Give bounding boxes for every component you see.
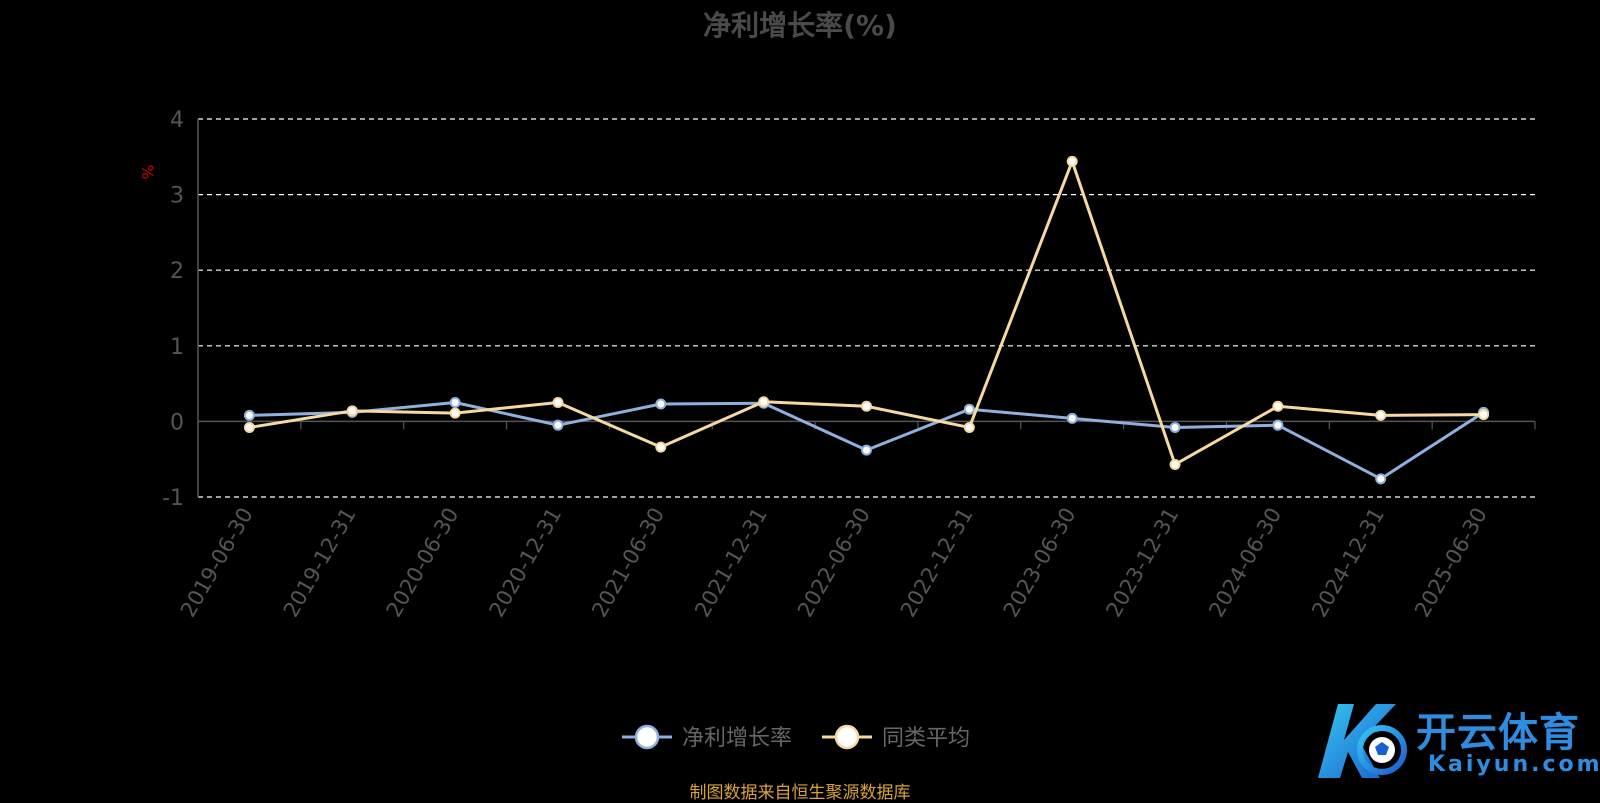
data-point [861,400,872,412]
x-tick-label: 2022-06-30 [793,504,875,622]
x-tick-label: 2023-06-30 [999,504,1081,622]
legend-item-1[interactable]: 净利增长率 [622,724,792,751]
brand-name-cn: 开云体育 [1416,710,1580,756]
data-point [243,409,255,421]
data-point [963,421,975,433]
x-tick-label: 2020-06-30 [382,504,464,622]
data-point [1478,409,1490,421]
y-axis-unit-label: % [138,164,157,179]
chart-title: 净利增长率(%) [703,9,897,42]
data-point [655,398,667,410]
series-layer [243,155,1490,485]
y-tick-label: 0 [170,410,184,435]
data-point [1375,409,1387,421]
grid-layer [198,118,1535,498]
legend-marker [634,724,660,750]
brand-logo-icon [1318,704,1407,778]
legend-label: 同类平均 [882,726,970,751]
data-point [552,419,564,431]
legend[interactable]: 净利增长率 同类平均 [622,724,970,751]
brand-watermark: 开云体育 Kaiyun.com [1310,696,1600,792]
data-point [655,441,667,453]
x-tick-label: 2019-06-30 [176,504,258,622]
x-tick-label: 2024-12-31 [1307,504,1389,622]
x-tick-label: 2019-12-31 [279,504,361,622]
x-tick-label: 2023-12-31 [1102,504,1184,622]
data-point [861,444,872,456]
data-point [1169,458,1181,470]
data-point [758,396,770,408]
data-point [1272,400,1284,412]
data-point [449,397,461,408]
x-tick-label: 2021-06-30 [587,504,669,622]
x-tick-label: 2020-12-31 [484,504,566,622]
brand-name-en: Kaiyun.com [1428,752,1600,777]
data-point [1169,421,1181,433]
data-point [1272,419,1284,431]
data-point [449,407,461,419]
data-point [243,421,255,433]
x-tick-label: 2025-06-30 [1410,504,1492,622]
legend-marker [834,724,860,750]
x-tick-label: 2021-12-31 [690,504,772,622]
series-line-2 [249,159,1484,466]
data-point [1066,155,1078,167]
source-note: 制图数据来自恒生聚源数据库 [689,783,911,803]
y-tick-label: 4 [170,108,184,133]
legend-item-2[interactable]: 同类平均 [822,724,970,751]
data-point [552,397,564,408]
y-tick-label: 1 [170,335,184,360]
x-tick-label: 2022-12-31 [896,504,978,622]
legend-label: 净利增长率 [682,726,792,751]
x-tick-label: 2024-06-30 [1204,504,1286,622]
y-tick-label: -1 [162,486,184,511]
y-tick-label: 3 [170,184,184,209]
data-point [346,405,358,417]
data-point [1066,412,1078,424]
y-tick-label: 2 [170,259,184,284]
data-point [1375,473,1387,485]
data-point [963,403,975,415]
